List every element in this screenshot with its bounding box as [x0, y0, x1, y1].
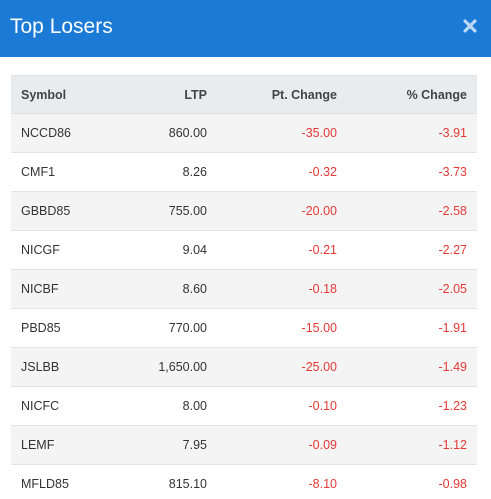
cell-ltp: 1,650.00 [121, 347, 217, 387]
cell-pct-change: -1.12 [347, 425, 477, 465]
cell-ltp: 860.00 [121, 113, 217, 153]
cell-pct-change: -3.73 [347, 152, 477, 192]
header-pct-change[interactable]: % Change [347, 75, 477, 114]
cell-pt-change: -35.00 [217, 113, 347, 153]
cell-ltp: 770.00 [121, 308, 217, 348]
table-row[interactable]: NICBF 8.60 -0.18 -2.05 [11, 269, 477, 309]
header-ltp[interactable]: LTP [121, 75, 217, 114]
cell-pt-change: -0.18 [217, 269, 347, 309]
table-row[interactable]: PBD85 770.00 -15.00 -1.91 [11, 308, 477, 348]
cell-pt-change: -0.21 [217, 230, 347, 270]
cell-pt-change: -0.09 [217, 425, 347, 465]
header-pt-change[interactable]: Pt. Change [217, 75, 347, 114]
table-row[interactable]: LEMF 7.95 -0.09 -1.12 [11, 425, 477, 465]
cell-ltp: 8.26 [121, 152, 217, 192]
cell-pt-change: -0.10 [217, 386, 347, 426]
table-row[interactable]: GBBD85 755.00 -20.00 -2.58 [11, 191, 477, 231]
cell-symbol[interactable]: NICGF [11, 230, 121, 270]
cell-ltp: 8.60 [121, 269, 217, 309]
cell-pct-change: -1.23 [347, 386, 477, 426]
cell-pt-change: -8.10 [217, 464, 347, 499]
close-icon [463, 19, 477, 33]
table-row[interactable]: NICFC 8.00 -0.10 -1.23 [11, 386, 477, 426]
cell-symbol[interactable]: LEMF [11, 425, 121, 465]
cell-pt-change: -0.32 [217, 152, 347, 192]
table-header-row: Symbol LTP Pt. Change % Change [11, 75, 477, 114]
close-button[interactable] [462, 18, 478, 34]
header-symbol[interactable]: Symbol [11, 75, 121, 114]
cell-pct-change: -2.58 [347, 191, 477, 231]
cell-symbol[interactable]: CMF1 [11, 152, 121, 192]
table-body: NCCD86 860.00 -35.00 -3.91 CMF1 8.26 -0.… [11, 113, 477, 499]
cell-pct-change: -2.05 [347, 269, 477, 309]
cell-pt-change: -20.00 [217, 191, 347, 231]
cell-symbol[interactable]: NCCD86 [11, 113, 121, 153]
cell-pct-change: -2.27 [347, 230, 477, 270]
cell-ltp: 9.04 [121, 230, 217, 270]
table-row[interactable]: CMF1 8.26 -0.32 -3.73 [11, 152, 477, 192]
losers-table: Symbol LTP Pt. Change % Change NCCD86 86… [11, 75, 477, 499]
table-row[interactable]: NICGF 9.04 -0.21 -2.27 [11, 230, 477, 270]
cell-symbol[interactable]: NICFC [11, 386, 121, 426]
cell-ltp: 755.00 [121, 191, 217, 231]
modal-title: Top Losers [10, 15, 113, 38]
cell-symbol[interactable]: MFLD85 [11, 464, 121, 499]
cell-pct-change: -0.98 [347, 464, 477, 499]
cell-symbol[interactable]: NICBF [11, 269, 121, 309]
cell-pct-change: -1.91 [347, 308, 477, 348]
cell-symbol[interactable]: JSLBB [11, 347, 121, 387]
table-row[interactable]: JSLBB 1,650.00 -25.00 -1.49 [11, 347, 477, 387]
cell-pt-change: -25.00 [217, 347, 347, 387]
table-row[interactable]: NCCD86 860.00 -35.00 -3.91 [11, 113, 477, 153]
cell-ltp: 8.00 [121, 386, 217, 426]
modal-header: Top Losers [0, 0, 491, 57]
cell-pct-change: -1.49 [347, 347, 477, 387]
cell-symbol[interactable]: PBD85 [11, 308, 121, 348]
cell-ltp: 815.10 [121, 464, 217, 499]
losers-table-container: Symbol LTP Pt. Change % Change NCCD86 86… [11, 75, 477, 499]
cell-symbol[interactable]: GBBD85 [11, 191, 121, 231]
cell-pt-change: -15.00 [217, 308, 347, 348]
cell-ltp: 7.95 [121, 425, 217, 465]
table-row[interactable]: MFLD85 815.10 -8.10 -0.98 [11, 464, 477, 499]
cell-pct-change: -3.91 [347, 113, 477, 153]
